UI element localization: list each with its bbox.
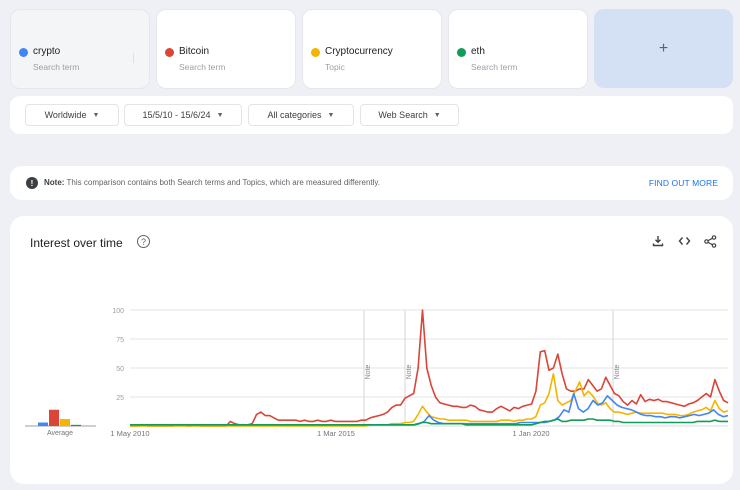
series-color-dot xyxy=(165,48,174,57)
date-range-dropdown[interactable]: 15/5/10 - 15/6/24 ▼ xyxy=(124,104,242,126)
term-card-cryptocurrency[interactable]: Cryptocurrency Topic xyxy=(302,9,442,89)
term-card-crypto[interactable]: crypto Search term xyxy=(10,9,150,89)
help-icon[interactable]: ? xyxy=(137,235,150,248)
category-dropdown[interactable]: All categories ▼ xyxy=(248,104,354,126)
panel-title: Interest over time xyxy=(30,236,123,250)
caret-down-icon: ▼ xyxy=(433,111,441,119)
interest-over-time-panel: Interest over time ? xyxy=(10,216,733,484)
drag-handle[interactable] xyxy=(133,53,134,63)
comparison-note-banner: ! Note: This comparison contains both Se… xyxy=(10,166,733,200)
series-color-dot xyxy=(19,48,28,57)
region-value: Worldwide xyxy=(44,110,87,120)
add-comparison-button[interactable]: + xyxy=(594,9,733,88)
category-value: All categories xyxy=(267,110,322,120)
term-card-bitcoin[interactable]: Bitcoin Search term xyxy=(156,9,296,89)
term-name: eth xyxy=(471,46,485,57)
term-type: Topic xyxy=(325,62,345,72)
search-property-dropdown[interactable]: Web Search ▼ xyxy=(360,104,459,126)
term-type: Search term xyxy=(471,62,518,72)
region-dropdown[interactable]: Worldwide ▼ xyxy=(25,104,119,126)
download-icon[interactable] xyxy=(651,234,665,248)
date-range-value: 15/5/10 - 15/6/24 xyxy=(142,110,211,120)
series-color-dot xyxy=(457,48,466,57)
term-type: Search term xyxy=(33,62,80,72)
find-out-more-link[interactable]: FIND OUT MORE xyxy=(648,178,718,188)
note-label: Note: xyxy=(44,178,65,187)
search-property-value: Web Search xyxy=(378,110,428,120)
caret-down-icon: ▼ xyxy=(216,111,224,119)
term-name: crypto xyxy=(33,46,61,57)
filter-bar: Worldwide ▼ 15/5/10 - 15/6/24 ▼ All catego… xyxy=(10,96,733,134)
term-name: Bitcoin xyxy=(179,46,210,57)
note-text: Note: This comparison contains both Sear… xyxy=(44,178,380,187)
term-card-eth[interactable]: eth Search term xyxy=(448,9,588,89)
plus-icon: + xyxy=(658,39,669,57)
term-name: Cryptocurrency xyxy=(325,46,393,57)
share-icon[interactable] xyxy=(703,234,717,248)
caret-down-icon: ▼ xyxy=(92,111,100,119)
exclamation-icon: ! xyxy=(26,177,38,189)
note-body: This comparison contains both Search ter… xyxy=(64,178,381,187)
caret-down-icon: ▼ xyxy=(327,111,335,119)
series-color-dot xyxy=(311,48,320,57)
embed-code-icon[interactable] xyxy=(677,234,691,248)
term-type: Search term xyxy=(179,62,226,72)
